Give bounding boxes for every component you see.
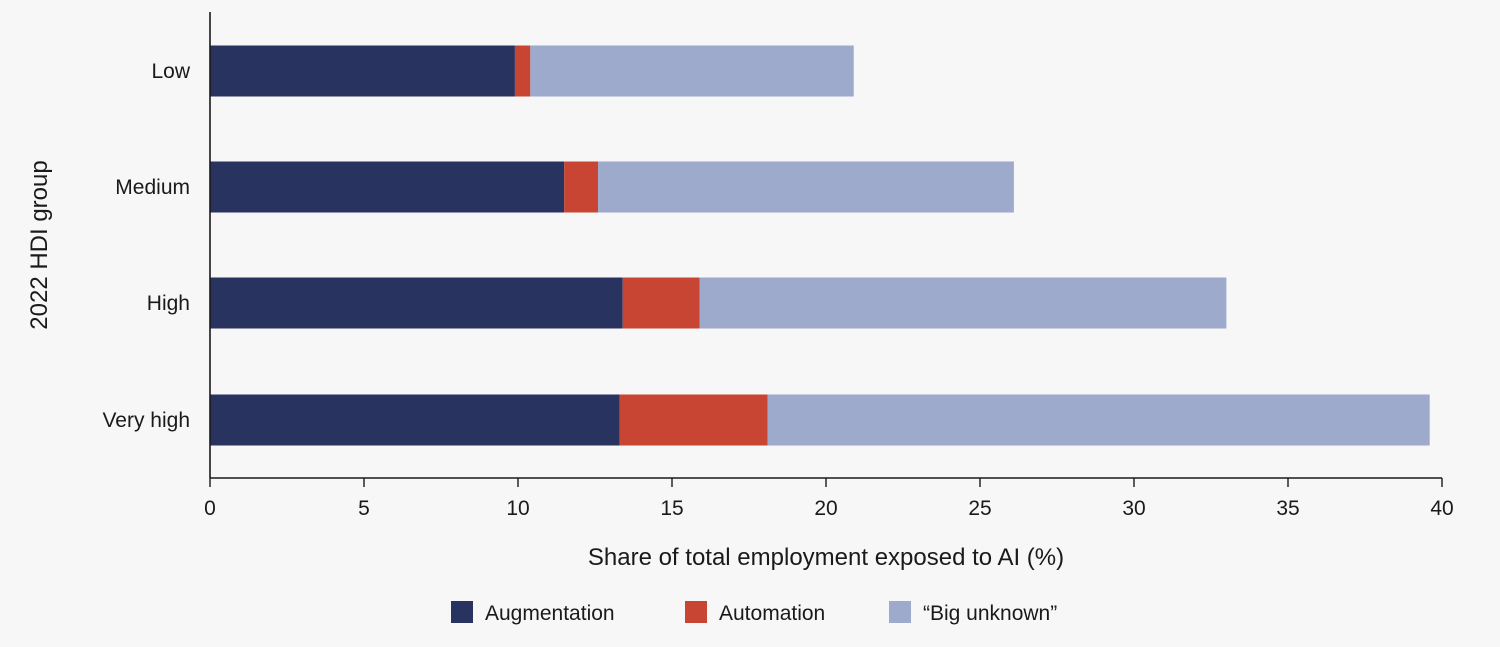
y-category-label: Very high (102, 409, 190, 432)
x-axis-title: Share of total employment exposed to AI … (588, 544, 1064, 571)
bars-layer (210, 45, 1430, 446)
y-category-label: Low (151, 60, 190, 83)
bar-segment (210, 394, 620, 446)
x-tick-label: 15 (660, 497, 683, 520)
legend-swatch (889, 601, 911, 623)
legend-swatch (685, 601, 707, 623)
bar-segment (530, 45, 854, 97)
bar-segment (699, 277, 1227, 329)
x-ticks: 0 5 10 15 20 25 30 35 40 (204, 478, 1454, 520)
x-tick-label: 40 (1430, 497, 1453, 520)
x-tick-label: 30 (1122, 497, 1145, 520)
bar-segment (767, 394, 1430, 446)
bar-segment (210, 277, 623, 329)
bar-segment (210, 45, 515, 97)
y-axis-title: 2022 HDI group (26, 160, 53, 329)
y-category-labels: Low Medium High Very high (102, 60, 190, 432)
legend: Augmentation Automation “Big unknown” (451, 601, 1057, 625)
x-tick-label: 25 (968, 497, 991, 520)
x-tick-label: 20 (814, 497, 837, 520)
legend-swatch (451, 601, 473, 623)
x-tick-label: 0 (204, 497, 216, 520)
x-tick-label: 10 (506, 497, 529, 520)
x-tick-label: 5 (358, 497, 370, 520)
bar-segment (210, 161, 565, 213)
bar-segment (619, 394, 768, 446)
legend-label: Augmentation (485, 602, 615, 625)
bar-segment (598, 161, 1014, 213)
legend-label: “Big unknown” (923, 602, 1057, 625)
x-tick-label: 35 (1276, 497, 1299, 520)
y-category-label: Medium (115, 176, 190, 199)
bar-segment (622, 277, 700, 329)
bar-segment (514, 45, 531, 97)
y-category-label: High (147, 292, 190, 315)
bar-segment (564, 161, 599, 213)
legend-label: Automation (719, 602, 825, 625)
